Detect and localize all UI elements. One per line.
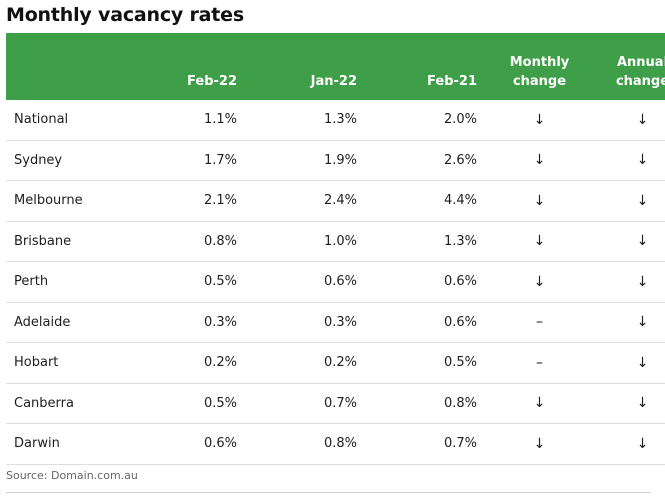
jan22-cell: 1.3% <box>248 100 368 141</box>
down-arrow-icon: ↓ <box>636 435 649 452</box>
table-row: National 1.1% 1.3% 2.0% ↓ ↓ <box>6 100 665 141</box>
feb21-cell: 0.6% <box>368 302 488 343</box>
down-arrow-icon: ↓ <box>636 354 649 371</box>
jan22-cell: 0.3% <box>248 302 368 343</box>
down-arrow-icon: ↓ <box>636 192 649 209</box>
city-cell: Darwin <box>6 423 128 465</box>
vacancy-table: Feb-22 Jan-22 Feb-21 Monthly change Annu… <box>6 33 665 465</box>
feb21-cell: 1.3% <box>368 221 488 262</box>
header-monthly-change: Monthly change <box>488 33 591 100</box>
monthly-change-cell: ↓ <box>488 383 591 424</box>
jan22-cell: 1.9% <box>248 140 368 181</box>
jan22-cell: 0.2% <box>248 342 368 384</box>
city-cell: Brisbane <box>6 221 128 262</box>
header-city <box>6 33 128 100</box>
footer-divider <box>6 492 651 493</box>
annual-change-cell: ↓ <box>591 140 665 181</box>
header-feb21: Feb-21 <box>368 33 488 100</box>
down-arrow-icon: ↓ <box>636 395 649 412</box>
dash-icon: – <box>536 354 543 371</box>
monthly-change-cell: ↓ <box>488 100 591 141</box>
down-arrow-icon: ↓ <box>636 233 649 250</box>
city-cell: Hobart <box>6 342 128 384</box>
source-note: Source: Domain.com.au <box>6 469 138 482</box>
city-cell: Canberra <box>6 383 128 424</box>
table-row: Melbourne 2.1% 2.4% 4.4% ↓ ↓ <box>6 180 665 222</box>
jan22-cell: 0.8% <box>248 423 368 465</box>
jan22-cell: 0.6% <box>248 261 368 303</box>
feb22-cell: 0.5% <box>128 261 248 303</box>
table-body: National 1.1% 1.3% 2.0% ↓ ↓ Sydney 1.7% … <box>6 100 665 465</box>
feb21-cell: 2.0% <box>368 100 488 141</box>
down-arrow-icon: ↓ <box>636 273 649 290</box>
annual-change-cell: ↓ <box>591 423 665 465</box>
annual-change-cell: ↓ <box>591 261 665 303</box>
monthly-change-cell: – <box>488 302 591 343</box>
annual-change-cell: ↓ <box>591 383 665 424</box>
feb22-cell: 0.5% <box>128 383 248 424</box>
down-arrow-icon: ↓ <box>533 435 546 452</box>
monthly-change-cell: ↓ <box>488 261 591 303</box>
table-row: Hobart 0.2% 0.2% 0.5% – ↓ <box>6 342 665 384</box>
feb22-cell: 0.3% <box>128 302 248 343</box>
header-feb22: Feb-22 <box>128 33 248 100</box>
table-row: Perth 0.5% 0.6% 0.6% ↓ ↓ <box>6 261 665 303</box>
down-arrow-icon: ↓ <box>533 395 546 412</box>
feb22-cell: 2.1% <box>128 180 248 222</box>
table-header-row: Feb-22 Jan-22 Feb-21 Monthly change Annu… <box>6 33 665 100</box>
city-cell: Perth <box>6 261 128 303</box>
feb21-cell: 0.8% <box>368 383 488 424</box>
page-title: Monthly vacancy rates <box>6 4 244 26</box>
annual-change-cell: ↓ <box>591 180 665 222</box>
table-row: Canberra 0.5% 0.7% 0.8% ↓ ↓ <box>6 383 665 424</box>
feb21-cell: 4.4% <box>368 180 488 222</box>
down-arrow-icon: ↓ <box>533 152 546 169</box>
annual-change-cell: ↓ <box>591 342 665 384</box>
jan22-cell: 1.0% <box>248 221 368 262</box>
city-cell: Melbourne <box>6 180 128 222</box>
feb22-cell: 0.6% <box>128 423 248 465</box>
down-arrow-icon: ↓ <box>636 152 649 169</box>
feb21-cell: 2.6% <box>368 140 488 181</box>
table-row: Adelaide 0.3% 0.3% 0.6% – ↓ <box>6 302 665 343</box>
jan22-cell: 0.7% <box>248 383 368 424</box>
header-jan22: Jan-22 <box>248 33 368 100</box>
down-arrow-icon: ↓ <box>636 111 649 128</box>
annual-change-cell: ↓ <box>591 221 665 262</box>
monthly-change-cell: ↓ <box>488 221 591 262</box>
down-arrow-icon: ↓ <box>636 314 649 331</box>
feb22-cell: 1.7% <box>128 140 248 181</box>
feb21-cell: 0.6% <box>368 261 488 303</box>
feb22-cell: 0.2% <box>128 342 248 384</box>
monthly-change-cell: ↓ <box>488 180 591 222</box>
feb21-cell: 0.7% <box>368 423 488 465</box>
monthly-change-cell: – <box>488 342 591 384</box>
down-arrow-icon: ↓ <box>533 111 546 128</box>
feb22-cell: 1.1% <box>128 100 248 141</box>
table-row: Darwin 0.6% 0.8% 0.7% ↓ ↓ <box>6 423 665 465</box>
feb21-cell: 0.5% <box>368 342 488 384</box>
down-arrow-icon: ↓ <box>533 273 546 290</box>
down-arrow-icon: ↓ <box>533 233 546 250</box>
down-arrow-icon: ↓ <box>533 192 546 209</box>
table-row: Sydney 1.7% 1.9% 2.6% ↓ ↓ <box>6 140 665 181</box>
monthly-change-cell: ↓ <box>488 140 591 181</box>
annual-change-cell: ↓ <box>591 100 665 141</box>
annual-change-cell: ↓ <box>591 302 665 343</box>
monthly-change-cell: ↓ <box>488 423 591 465</box>
header-annual-change: Annual change <box>591 33 665 100</box>
city-cell: National <box>6 100 128 141</box>
city-cell: Adelaide <box>6 302 128 343</box>
table-row: Brisbane 0.8% 1.0% 1.3% ↓ ↓ <box>6 221 665 262</box>
dash-icon: – <box>536 314 543 331</box>
feb22-cell: 0.8% <box>128 221 248 262</box>
jan22-cell: 2.4% <box>248 180 368 222</box>
city-cell: Sydney <box>6 140 128 181</box>
